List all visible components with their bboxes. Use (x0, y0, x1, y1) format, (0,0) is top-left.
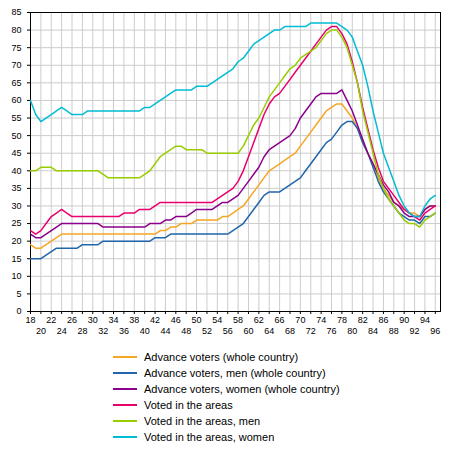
svg-text:60: 60 (11, 95, 21, 105)
svg-text:38: 38 (129, 315, 139, 325)
svg-text:22: 22 (46, 315, 56, 325)
svg-text:42: 42 (150, 315, 160, 325)
svg-text:85: 85 (11, 7, 21, 17)
svg-text:48: 48 (181, 326, 191, 336)
svg-text:90: 90 (399, 315, 409, 325)
svg-text:65: 65 (11, 78, 21, 88)
svg-text:25: 25 (11, 218, 21, 228)
svg-text:94: 94 (420, 315, 430, 325)
svg-text:62: 62 (254, 315, 264, 325)
svg-text:55: 55 (11, 113, 21, 123)
svg-text:20: 20 (11, 236, 21, 246)
svg-text:32: 32 (98, 326, 108, 336)
html-text:Advance voters, women (whole c: Advance voters, women (whole country) (144, 383, 340, 395)
svg-text:52: 52 (202, 326, 212, 336)
svg-text:36: 36 (119, 326, 129, 336)
svg-text:50: 50 (192, 315, 202, 325)
svg-text:60: 60 (243, 326, 253, 336)
svg-text:82: 82 (358, 315, 368, 325)
svg-text:68: 68 (285, 326, 295, 336)
html-text:Voted in the areas, women: Voted in the areas, women (144, 431, 275, 443)
svg-text:50: 50 (11, 130, 21, 140)
svg-text:40: 40 (11, 166, 21, 176)
svg-text:45: 45 (11, 148, 21, 158)
svg-text:0: 0 (16, 306, 21, 316)
svg-text:26: 26 (67, 315, 77, 325)
svg-text:18: 18 (25, 315, 35, 325)
svg-text:96: 96 (430, 326, 440, 336)
svg-text:35: 35 (11, 183, 21, 193)
svg-text:80: 80 (11, 25, 21, 35)
svg-text:66: 66 (275, 315, 285, 325)
svg-text:72: 72 (306, 326, 316, 336)
svg-text:20: 20 (36, 326, 46, 336)
svg-text:30: 30 (11, 201, 21, 211)
svg-text:34: 34 (109, 315, 119, 325)
svg-text:15: 15 (11, 254, 21, 264)
svg-text:86: 86 (378, 315, 388, 325)
svg-text:46: 46 (171, 315, 181, 325)
html-text:Advance voters (whole country): Advance voters (whole country) (144, 351, 299, 363)
svg-text:44: 44 (160, 326, 170, 336)
html-text:Voted in the areas, men: Voted in the areas, men (144, 415, 261, 427)
svg-text:70: 70 (295, 315, 305, 325)
svg-text:80: 80 (347, 326, 357, 336)
svg-text:24: 24 (57, 326, 67, 336)
svg-text:75: 75 (11, 43, 21, 53)
svg-text:78: 78 (337, 315, 347, 325)
html-text:Voted in the areas: Voted in the areas (144, 399, 233, 411)
svg-text:70: 70 (11, 60, 21, 70)
svg-text:5: 5 (16, 289, 21, 299)
svg-text:92: 92 (410, 326, 420, 336)
svg-text:64: 64 (264, 326, 274, 336)
svg-text:74: 74 (316, 315, 326, 325)
svg-text:54: 54 (212, 315, 222, 325)
svg-text:28: 28 (77, 326, 87, 336)
svg-text:56: 56 (223, 326, 233, 336)
svg-text:88: 88 (389, 326, 399, 336)
svg-text:58: 58 (233, 315, 243, 325)
svg-text:84: 84 (368, 326, 378, 336)
svg-text:40: 40 (140, 326, 150, 336)
svg-text:30: 30 (88, 315, 98, 325)
svg-text:76: 76 (327, 326, 337, 336)
svg-text:10: 10 (11, 271, 21, 281)
html-text:Advance voters, men (whole cou: Advance voters, men (whole country) (144, 367, 326, 379)
